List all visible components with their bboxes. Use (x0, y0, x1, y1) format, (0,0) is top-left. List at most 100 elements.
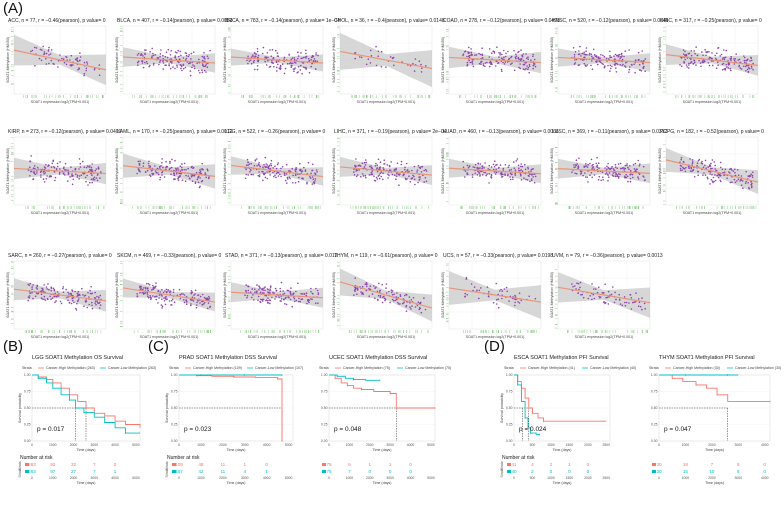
data-point (170, 61, 173, 64)
fit-line (230, 56, 324, 64)
data-point (45, 58, 47, 60)
data-point (162, 60, 164, 62)
data-point (750, 173, 752, 175)
data-point (280, 175, 282, 178)
data-point (142, 288, 144, 291)
data-point (356, 293, 358, 296)
data-point (59, 161, 61, 163)
data-point (250, 62, 253, 65)
data-point (514, 301, 516, 304)
data-point (680, 65, 683, 67)
data-point (618, 293, 620, 296)
data-point (269, 174, 271, 176)
data-point (572, 47, 575, 49)
x-axis-label: SOAT1 expression log2(TPM+0.001) (575, 335, 634, 339)
data-point (50, 49, 53, 51)
data-point (265, 163, 268, 165)
fit-line (339, 50, 433, 70)
data-point (261, 300, 264, 302)
data-point (606, 168, 608, 170)
data-point (377, 50, 380, 53)
data-point (580, 55, 582, 57)
risk-count: 2 (550, 462, 553, 467)
data-point (616, 174, 619, 176)
data-point (189, 178, 191, 180)
data-point (361, 173, 364, 175)
data-point (306, 181, 308, 184)
data-point (197, 294, 200, 296)
data-point (698, 59, 700, 62)
data-point (271, 49, 274, 51)
data-point (388, 165, 391, 167)
data-point (201, 162, 203, 165)
km-title: ESCA SOAT1 Methylation PFI Survival (514, 355, 609, 361)
data-point (624, 301, 626, 304)
data-point (711, 64, 714, 67)
risk-count: 6 (737, 469, 740, 474)
data-point (698, 158, 701, 161)
x-tick-label: 0 (658, 443, 660, 447)
data-point (522, 68, 525, 70)
data-point (374, 287, 376, 290)
risk-count: 5 (737, 462, 740, 467)
data-point (34, 167, 36, 170)
data-point (465, 278, 468, 280)
data-point (162, 291, 165, 294)
data-point (412, 62, 414, 65)
data-point (89, 181, 91, 184)
data-point (94, 302, 96, 304)
risk-x-tick: 1500 (566, 476, 574, 480)
data-point (425, 65, 427, 67)
data-point (387, 177, 389, 179)
data-point (300, 292, 302, 295)
data-point (181, 166, 183, 169)
data-point (299, 300, 302, 303)
data-point (137, 52, 140, 55)
data-point (198, 58, 200, 61)
data-point (83, 166, 86, 168)
data-point (393, 64, 395, 67)
data-point (249, 59, 252, 61)
data-point (478, 52, 480, 55)
data-point (161, 295, 163, 297)
data-point (159, 59, 162, 62)
x-tick-label: 0 (31, 443, 33, 447)
data-point (475, 54, 478, 56)
data-point (473, 286, 476, 288)
data-point (408, 175, 410, 177)
data-point (494, 160, 496, 162)
data-point (502, 61, 504, 64)
data-point (147, 162, 150, 165)
x-axis-label: SOAT1 expression log2(TPM+0.001) (357, 100, 416, 104)
data-point (246, 158, 249, 161)
risk-count: 42 (198, 469, 204, 474)
data-point (729, 181, 732, 184)
data-point (710, 167, 712, 170)
data-point (161, 298, 163, 301)
data-point (623, 296, 626, 298)
data-point (373, 175, 375, 177)
data-point (185, 54, 188, 57)
data-point (151, 56, 153, 59)
fit-line (339, 281, 433, 309)
data-point (136, 54, 139, 56)
data-point (310, 65, 313, 68)
data-point (86, 61, 88, 63)
data-point (166, 166, 169, 168)
data-point (141, 60, 143, 62)
data-point (693, 176, 696, 178)
data-point (50, 286, 53, 289)
data-point (638, 165, 641, 167)
x-axis-label: Time (days) (77, 448, 96, 452)
data-point (478, 62, 481, 65)
data-point (53, 289, 56, 292)
risk-strata-label: Strata (500, 461, 504, 470)
data-point (602, 176, 604, 179)
data-point (620, 167, 622, 170)
data-point (205, 71, 207, 73)
data-point (508, 300, 510, 302)
data-point (527, 56, 529, 58)
data-point (200, 168, 203, 170)
data-point (462, 53, 465, 55)
data-point (360, 291, 362, 293)
